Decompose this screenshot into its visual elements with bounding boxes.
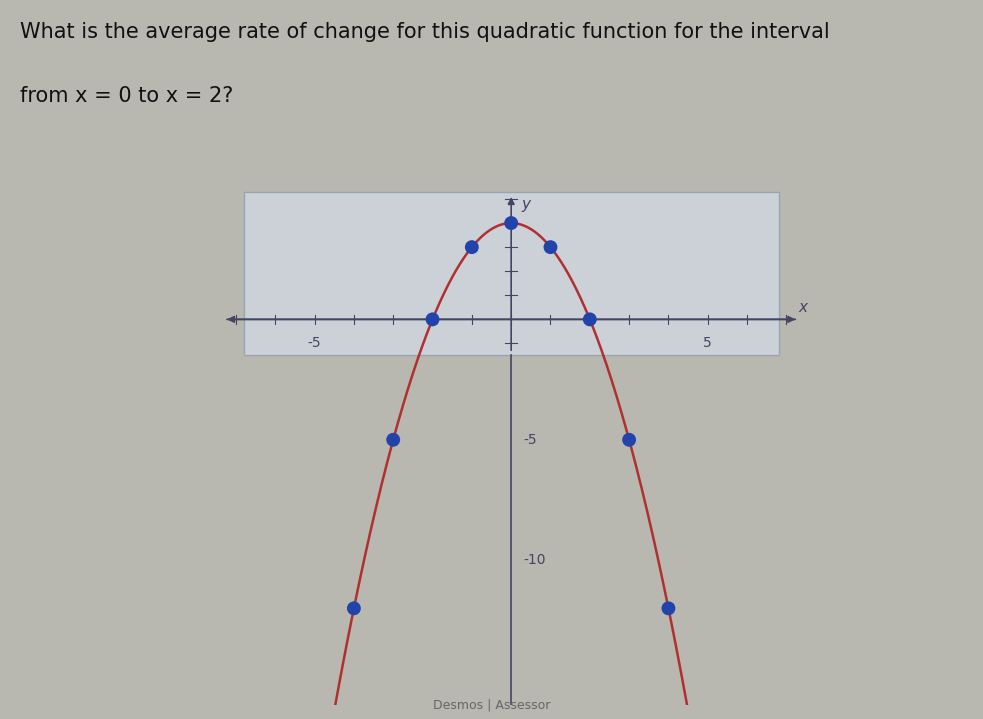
Point xyxy=(582,313,598,325)
Text: x: x xyxy=(798,300,807,315)
Text: from x = 0 to x = 2?: from x = 0 to x = 2? xyxy=(20,86,233,106)
Text: -5: -5 xyxy=(523,433,537,446)
Point xyxy=(621,434,637,446)
Point xyxy=(661,603,676,614)
Text: -5: -5 xyxy=(308,336,321,350)
Text: What is the average rate of change for this quadratic function for the interval: What is the average rate of change for t… xyxy=(20,22,830,42)
Point xyxy=(425,313,440,325)
Text: y: y xyxy=(521,196,530,211)
Point xyxy=(503,217,519,229)
Text: Desmos | Assessor: Desmos | Assessor xyxy=(433,699,550,712)
Point xyxy=(464,242,480,253)
FancyBboxPatch shape xyxy=(244,192,779,355)
Point xyxy=(346,603,362,614)
Text: -10: -10 xyxy=(523,553,546,567)
Point xyxy=(385,434,401,446)
Text: 5: 5 xyxy=(704,336,712,350)
Point xyxy=(543,242,558,253)
